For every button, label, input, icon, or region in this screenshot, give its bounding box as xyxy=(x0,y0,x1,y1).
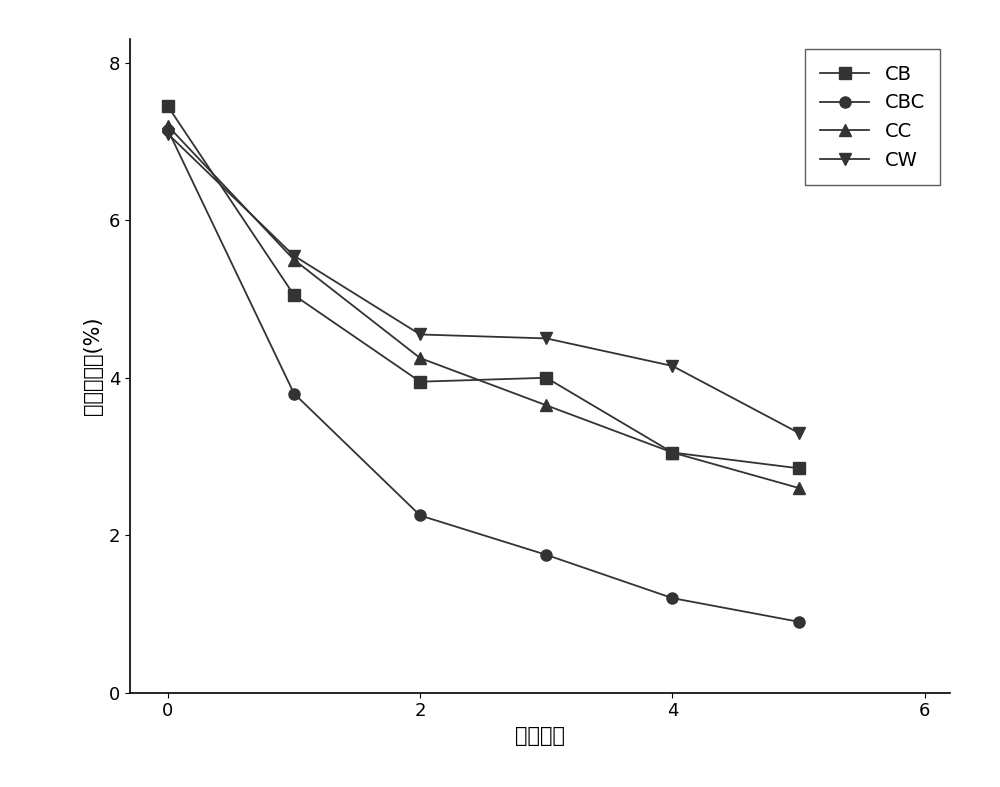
CW xyxy=(162,129,174,139)
CB xyxy=(288,290,300,300)
CBC xyxy=(793,617,805,626)
CB xyxy=(666,448,678,457)
Line: CBC: CBC xyxy=(162,124,804,627)
CB xyxy=(540,373,552,382)
CC xyxy=(666,448,678,457)
Y-axis label: 表面裂隙率(%): 表面裂隙率(%) xyxy=(83,316,103,416)
CB xyxy=(414,377,426,386)
CC xyxy=(414,353,426,363)
CW xyxy=(793,428,805,438)
CB xyxy=(162,102,174,111)
CBC xyxy=(540,550,552,560)
CBC xyxy=(162,125,174,135)
CW xyxy=(414,330,426,339)
CC xyxy=(793,483,805,493)
CW xyxy=(666,361,678,371)
CBC xyxy=(414,511,426,520)
CBC xyxy=(666,593,678,603)
Line: CB: CB xyxy=(162,101,804,474)
X-axis label: 处理次数: 处理次数 xyxy=(515,726,565,746)
CC xyxy=(540,401,552,410)
CC xyxy=(288,255,300,264)
CC xyxy=(162,121,174,131)
CBC xyxy=(288,389,300,398)
Line: CW: CW xyxy=(162,128,804,438)
CW xyxy=(540,334,552,343)
Legend: CB, CBC, CC, CW: CB, CBC, CC, CW xyxy=(805,49,940,186)
Line: CC: CC xyxy=(162,120,804,493)
CW xyxy=(288,251,300,260)
CB xyxy=(793,464,805,473)
